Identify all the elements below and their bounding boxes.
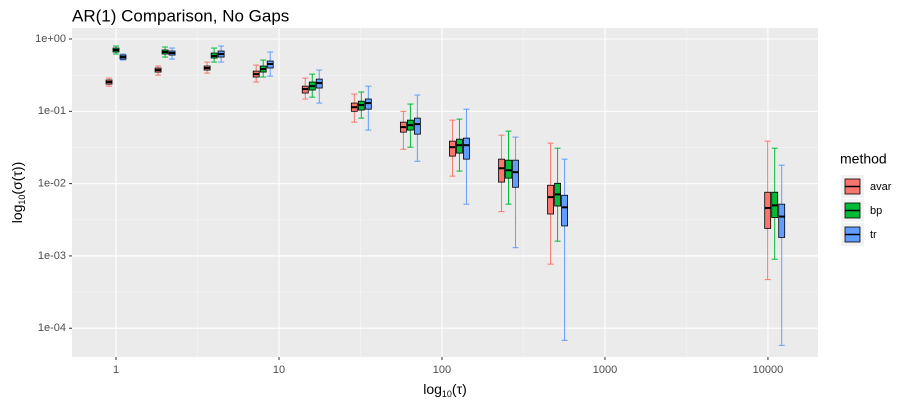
box — [778, 203, 786, 238]
legend-title: method — [840, 151, 887, 167]
box — [449, 140, 456, 157]
legend-label: tr — [870, 229, 877, 241]
box — [561, 194, 568, 227]
x-tick-label: 1 — [113, 364, 119, 376]
x-axis-label: log10(τ) — [423, 381, 467, 400]
x-axis-label-part: log — [423, 381, 442, 397]
legend-label: avar — [870, 181, 892, 193]
x-axis-label-part: (τ) — [452, 381, 467, 397]
box — [512, 159, 519, 188]
plot-panel — [72, 28, 818, 357]
x-tick-label: 100 — [433, 364, 451, 376]
box — [547, 184, 554, 215]
y-tick-label: 1e-04 — [38, 322, 66, 334]
y-tick-label: 1e-03 — [38, 250, 66, 262]
chart-title: AR(1) Comparison, No Gaps — [72, 6, 289, 25]
box — [364, 98, 372, 110]
box — [505, 159, 512, 179]
box — [498, 158, 505, 183]
legend-label: bp — [870, 205, 882, 217]
box — [413, 117, 421, 135]
y-tick-label: 1e-02 — [38, 178, 66, 190]
y-tick-label: 1e-01 — [38, 105, 66, 117]
box — [764, 191, 772, 229]
box — [463, 137, 470, 160]
x-axis-label-part: 10 — [442, 389, 452, 399]
x-tick-label: 1000 — [593, 364, 617, 376]
y-tick-label: 1e+00 — [35, 33, 66, 45]
y-axis-label-part: (σ(τ)) — [9, 162, 25, 195]
x-tick-label: 10 — [273, 364, 285, 376]
x-tick-label: 10000 — [753, 364, 784, 376]
y-axis-label-part: log — [9, 205, 25, 224]
y-axis-label: log10(σ(τ)) — [9, 162, 28, 224]
y-axis-label-part: 10 — [17, 195, 27, 205]
